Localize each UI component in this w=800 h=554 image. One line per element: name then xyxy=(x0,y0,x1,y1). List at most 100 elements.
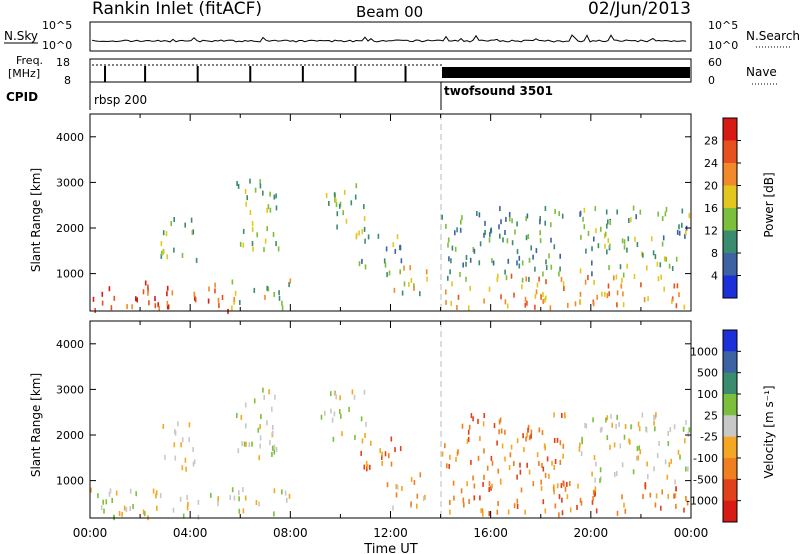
echo-cell xyxy=(675,486,677,492)
echo-cell xyxy=(550,222,552,228)
echo-cell xyxy=(677,449,680,455)
echo-cell xyxy=(467,429,470,435)
echo-cell xyxy=(493,423,496,429)
echo-cell xyxy=(558,512,560,518)
echo-cell xyxy=(275,193,277,199)
echo-cell xyxy=(237,448,240,454)
echo-cell xyxy=(488,237,491,243)
echo-cell xyxy=(579,291,582,297)
echo-cell xyxy=(683,507,685,513)
echo-cell xyxy=(616,471,618,477)
freq-label: Freq. xyxy=(16,54,43,67)
echo-cell xyxy=(582,216,584,222)
nave-block-trace xyxy=(442,67,690,78)
echo-cell xyxy=(635,214,637,220)
station-title: Rankin Inlet (fitACF) xyxy=(92,0,262,19)
echo-cell xyxy=(646,461,648,467)
echo-cell xyxy=(320,414,323,420)
echo-cell xyxy=(351,389,354,395)
echo-cell xyxy=(441,451,444,457)
echo-cell xyxy=(156,505,158,511)
echo-cell xyxy=(401,290,404,296)
echo-cell xyxy=(208,286,210,292)
echo-cell xyxy=(363,464,366,470)
echo-cell xyxy=(454,230,456,236)
echo-cell xyxy=(449,454,451,460)
echo-cell xyxy=(239,300,241,305)
echo-cell xyxy=(142,509,145,515)
echo-cell xyxy=(173,442,176,448)
rbsp-markers xyxy=(104,66,407,82)
echo-cell xyxy=(684,233,686,239)
echo-cell xyxy=(162,230,165,236)
echo-cell xyxy=(392,505,394,511)
echo-cell xyxy=(509,452,512,458)
echo-cell xyxy=(660,274,662,280)
echo-cell xyxy=(456,227,458,233)
echo-cell xyxy=(606,223,608,229)
echo-cell xyxy=(619,443,622,449)
echo-cell xyxy=(500,479,502,485)
echo-cell xyxy=(154,296,156,302)
echo-cell xyxy=(673,424,676,430)
echo-cell xyxy=(478,260,481,266)
echo-cell xyxy=(542,499,545,505)
echo-cell xyxy=(390,461,393,467)
echo-cell xyxy=(259,179,261,185)
echo-cell xyxy=(530,245,532,251)
echo-cell xyxy=(245,423,247,429)
cpid-mode-1: rbsp 200 xyxy=(94,93,147,107)
echo-cell xyxy=(281,489,283,495)
echo-cell xyxy=(101,300,104,306)
colorbar-tick-label: 100 xyxy=(697,388,718,401)
echo-cell xyxy=(363,389,366,395)
echo-cell xyxy=(233,299,235,305)
velocity-xlabel: Time UT xyxy=(363,542,417,554)
echo-cell xyxy=(685,466,687,472)
echo-cell xyxy=(259,443,261,449)
echo-cell xyxy=(334,197,336,203)
echo-cell xyxy=(579,497,582,503)
echo-cell xyxy=(685,419,687,425)
echo-cell xyxy=(259,424,261,430)
echo-cell xyxy=(236,181,238,186)
echo-cell xyxy=(348,406,350,412)
echo-cell xyxy=(496,509,499,515)
echo-cell xyxy=(353,394,356,400)
echo-cell xyxy=(580,500,583,506)
echo-cell xyxy=(647,474,649,480)
echo-cell xyxy=(583,207,586,213)
echo-cell xyxy=(264,238,267,244)
echo-cell xyxy=(667,431,669,436)
freq-tick-bottom: 8 xyxy=(64,74,71,87)
echo-cell xyxy=(523,447,525,453)
echo-cell xyxy=(658,441,660,446)
echo-cell xyxy=(579,299,581,305)
echo-cell xyxy=(450,258,452,264)
echo-cell xyxy=(500,294,502,300)
echo-cell xyxy=(671,298,673,304)
echo-cell xyxy=(488,286,491,292)
echo-cell xyxy=(288,282,290,288)
echo-cell xyxy=(484,230,486,235)
echo-cell xyxy=(479,436,481,442)
echo-cell xyxy=(585,423,588,429)
echo-cell xyxy=(621,462,624,468)
echo-cell xyxy=(656,261,659,267)
echo-cell xyxy=(355,234,358,240)
echo-cell xyxy=(361,438,364,444)
nsky-tick-top: 10^5 xyxy=(42,19,72,32)
echo-cell xyxy=(604,231,607,237)
echo-cell xyxy=(477,455,480,461)
echo-cell xyxy=(541,430,544,436)
y-tick-label: 3000 xyxy=(56,176,84,189)
echo-cell xyxy=(249,178,251,184)
echo-cell xyxy=(478,212,481,218)
echo-cell xyxy=(246,195,248,201)
echo-cell xyxy=(504,230,506,235)
echo-cell xyxy=(587,230,590,236)
echo-cell xyxy=(110,305,113,311)
echo-cell xyxy=(186,505,189,511)
echo-cell xyxy=(526,213,529,219)
echo-cell xyxy=(470,459,472,465)
